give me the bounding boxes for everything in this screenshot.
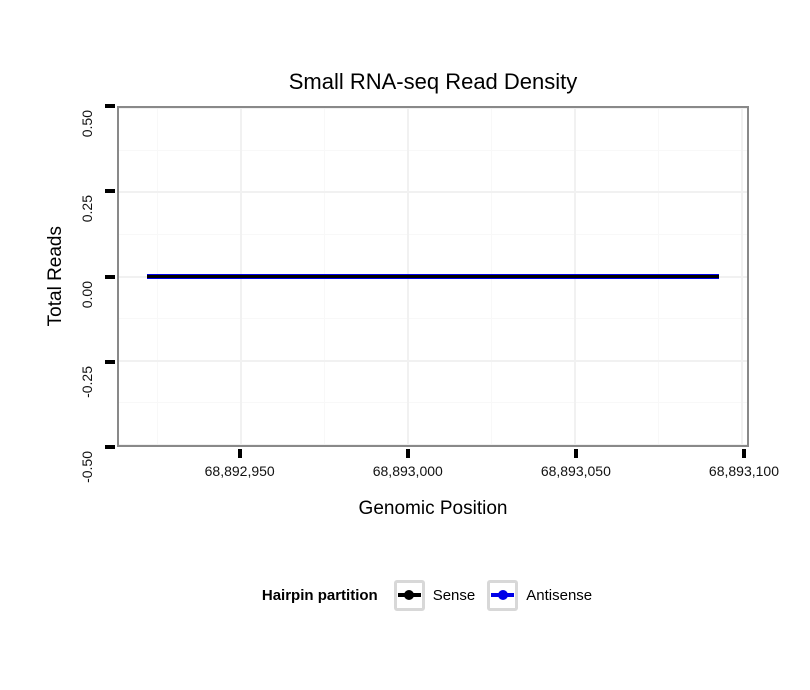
- gridline-major-h: [119, 444, 747, 445]
- y-tick-mark: [105, 359, 115, 364]
- legend-entry-label: Sense: [432, 586, 476, 604]
- x-tick-label: 68,893,000: [372, 463, 443, 479]
- gridline-minor-h: [119, 233, 747, 235]
- y-tick-mark: [105, 445, 115, 449]
- legend-entry-label: Antisense: [526, 586, 593, 604]
- y-tick-mark: [105, 274, 115, 279]
- legend-entry-antisense: Antisense: [487, 579, 593, 611]
- gridline-minor-h: [119, 402, 747, 404]
- gridline-major-h: [119, 108, 747, 109]
- x-axis-title: Genomic Position: [358, 498, 508, 519]
- legend-key-box: [487, 579, 519, 611]
- plot-panel: [117, 106, 749, 447]
- legend-key-box: [393, 579, 425, 611]
- y-tick-mark: [105, 189, 115, 194]
- x-tick-label: 68,893,100: [708, 463, 779, 479]
- y-axis-title-wrap: Total Reads: [40, 106, 70, 447]
- x-tick-mark: [237, 449, 242, 458]
- y-tick-label: 0.50: [79, 110, 95, 138]
- legend-key-dot: [497, 590, 508, 600]
- y-axis-title: Total Reads: [44, 226, 66, 327]
- legend-title: Hairpin partition: [261, 586, 378, 604]
- x-tick-label: 68,892,950: [204, 463, 275, 479]
- gridline-major-h: [119, 191, 747, 194]
- chart-title: Small RNA-seq Read Density: [288, 69, 578, 94]
- gridline-minor-h: [119, 318, 747, 320]
- y-tick-label: -0.50: [79, 451, 95, 483]
- x-tick-mark: [573, 449, 578, 458]
- y-tick-label: 0.25: [79, 195, 95, 223]
- legend: Hairpin partition Sense Antisense: [117, 576, 749, 614]
- x-tick-mark: [741, 449, 746, 458]
- legend-entry-sense: Sense: [393, 579, 476, 611]
- x-tick-label: 68,893,050: [540, 463, 611, 479]
- x-tick-mark: [405, 449, 410, 458]
- series-line-sense: [147, 275, 719, 278]
- y-tick-label: -0.25: [79, 365, 95, 398]
- legend-key-dot: [404, 590, 415, 600]
- y-tick-label: 0.00: [79, 280, 95, 308]
- gridline-major-h: [119, 359, 747, 362]
- gridline-minor-h: [119, 149, 747, 151]
- y-tick-mark: [105, 104, 115, 108]
